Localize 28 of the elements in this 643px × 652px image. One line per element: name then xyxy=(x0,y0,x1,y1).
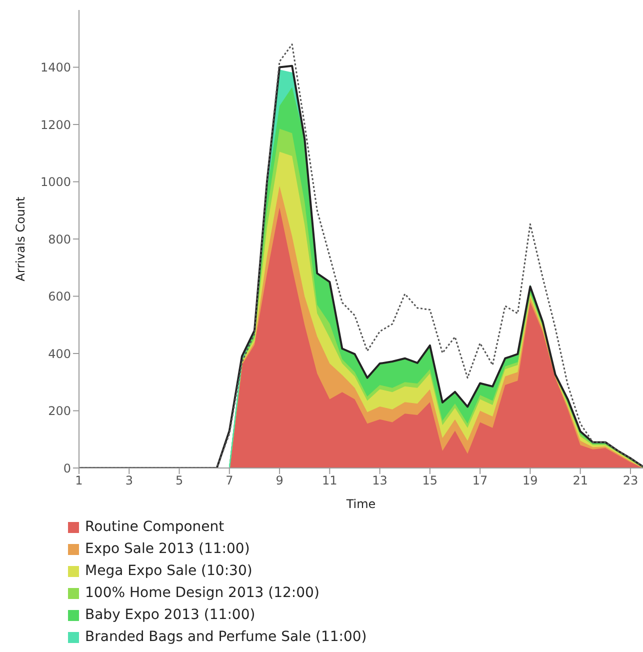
legend-label: Routine Component xyxy=(85,519,224,535)
x-tick-label: 15 xyxy=(422,474,438,488)
y-tick-label: 1200 xyxy=(40,118,71,132)
x-tick-label: 13 xyxy=(372,474,388,488)
x-axis-title: Time xyxy=(345,497,376,511)
y-tick-label: 1400 xyxy=(40,60,71,75)
y-tick-label: 400 xyxy=(48,346,71,361)
legend-label: Mega Expo Sale (10:30) xyxy=(85,563,252,579)
y-tick-label: 0 xyxy=(63,461,71,476)
y-tick-label: 800 xyxy=(48,232,71,246)
x-tick-label: 11 xyxy=(322,474,338,488)
x-tick-label: 3 xyxy=(125,474,133,488)
x-tick-label: 1 xyxy=(75,474,83,488)
legend-label: 100% Home Design 2013 (12:00) xyxy=(85,585,320,601)
y-tick-label: 1000 xyxy=(40,175,71,190)
legend-label: Branded Bags and Perfume Sale (11:00) xyxy=(85,629,367,645)
legend-label: Expo Sale 2013 (11:00) xyxy=(85,541,250,557)
y-tick-label: 200 xyxy=(48,404,71,418)
x-tick-label: 23 xyxy=(622,474,638,488)
x-tick-label: 7 xyxy=(226,474,234,488)
x-tick-label: 19 xyxy=(522,474,538,488)
x-tick-label: 21 xyxy=(572,474,588,488)
y-tick-label: 600 xyxy=(48,290,71,304)
legend-label: Baby Expo 2013 (11:00) xyxy=(85,607,256,623)
x-tick-label: 9 xyxy=(276,474,284,488)
x-tick-label: 5 xyxy=(175,474,184,488)
x-tick-label: 17 xyxy=(472,474,488,488)
y-axis-title: Arrivals Count xyxy=(13,196,28,282)
